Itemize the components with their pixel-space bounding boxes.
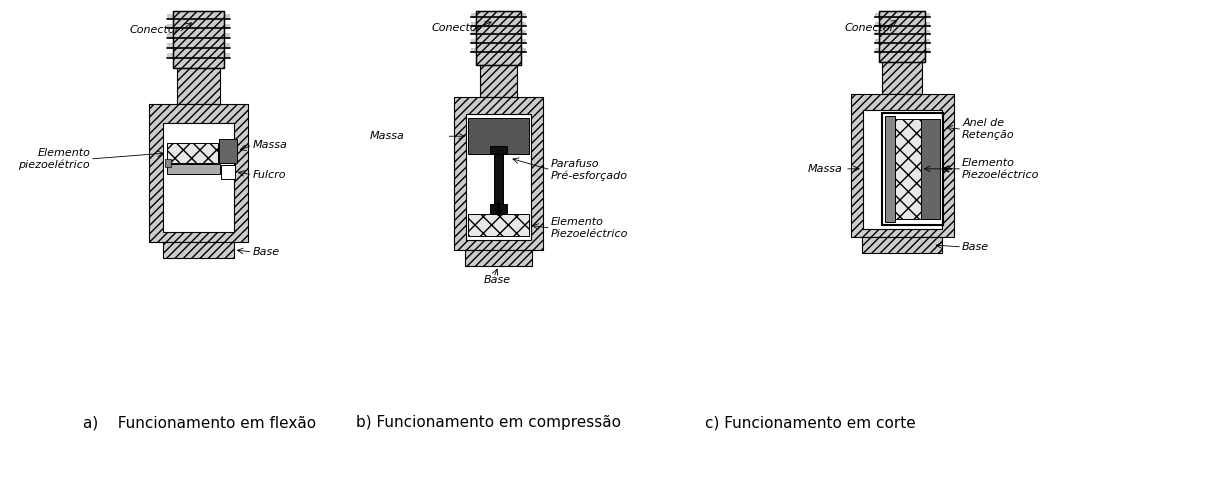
Bar: [490, 204, 507, 214]
Bar: [471, 39, 526, 45]
Text: a)    Funcionamento em flexão: a) Funcionamento em flexão: [83, 415, 316, 430]
Text: Massa: Massa: [253, 140, 287, 150]
Bar: [880, 11, 924, 62]
Bar: [465, 250, 532, 266]
Bar: [480, 65, 517, 97]
Bar: [886, 117, 895, 222]
Bar: [880, 11, 924, 62]
Bar: [875, 22, 929, 27]
Bar: [167, 53, 230, 59]
Bar: [177, 68, 220, 104]
Bar: [163, 242, 234, 258]
Bar: [221, 165, 235, 179]
Text: Conector: Conector: [129, 26, 180, 35]
Bar: [454, 97, 543, 250]
Bar: [476, 11, 522, 65]
Bar: [173, 11, 224, 68]
Bar: [471, 22, 526, 27]
Bar: [466, 115, 531, 240]
Bar: [219, 139, 237, 163]
Bar: [167, 14, 230, 19]
Text: Elemento: Elemento: [551, 217, 604, 227]
Bar: [471, 13, 526, 17]
Bar: [921, 120, 940, 219]
Bar: [167, 24, 230, 30]
Bar: [173, 11, 224, 68]
Text: Piezoeléctrico: Piezoeléctrico: [551, 229, 628, 239]
Bar: [149, 104, 248, 242]
Bar: [167, 164, 220, 174]
Bar: [862, 237, 943, 253]
Bar: [490, 146, 507, 154]
Text: Elemento: Elemento: [962, 158, 1015, 168]
Bar: [875, 30, 929, 35]
Text: Massa: Massa: [370, 131, 405, 141]
Text: Fulcro: Fulcro: [253, 170, 286, 180]
Bar: [882, 113, 944, 225]
Text: Base: Base: [484, 274, 511, 285]
Bar: [163, 123, 234, 232]
Text: Elemento: Elemento: [38, 148, 90, 158]
Bar: [471, 30, 526, 35]
Text: Piezoeléctrico: Piezoeléctrico: [962, 170, 1039, 180]
Text: Conector: Conector: [432, 24, 482, 33]
Text: piezoelétrico: piezoelétrico: [18, 160, 90, 170]
Text: Pré-esforçado: Pré-esforçado: [551, 170, 628, 181]
Bar: [167, 33, 230, 39]
Text: Conector: Conector: [845, 24, 895, 33]
Text: Base: Base: [962, 242, 990, 252]
Text: Retenção: Retenção: [962, 130, 1015, 140]
Bar: [851, 94, 955, 237]
Bar: [895, 120, 921, 219]
Text: Parafuso: Parafuso: [551, 159, 599, 169]
Bar: [875, 48, 929, 53]
Bar: [875, 13, 929, 17]
Bar: [863, 109, 943, 229]
Text: Base: Base: [253, 247, 280, 257]
Text: b) Funcionamento em compressão: b) Funcionamento em compressão: [356, 415, 621, 430]
Bar: [165, 159, 171, 167]
Bar: [882, 62, 922, 94]
Bar: [167, 43, 230, 49]
Text: Anel de: Anel de: [962, 119, 1004, 128]
Bar: [471, 48, 526, 53]
Bar: [476, 11, 522, 65]
Text: Massa: Massa: [808, 164, 843, 174]
Bar: [494, 154, 503, 209]
Bar: [468, 214, 529, 236]
Bar: [167, 143, 218, 163]
Text: c) Funcionamento em corte: c) Funcionamento em corte: [705, 415, 916, 430]
Bar: [468, 119, 529, 154]
Bar: [875, 39, 929, 45]
